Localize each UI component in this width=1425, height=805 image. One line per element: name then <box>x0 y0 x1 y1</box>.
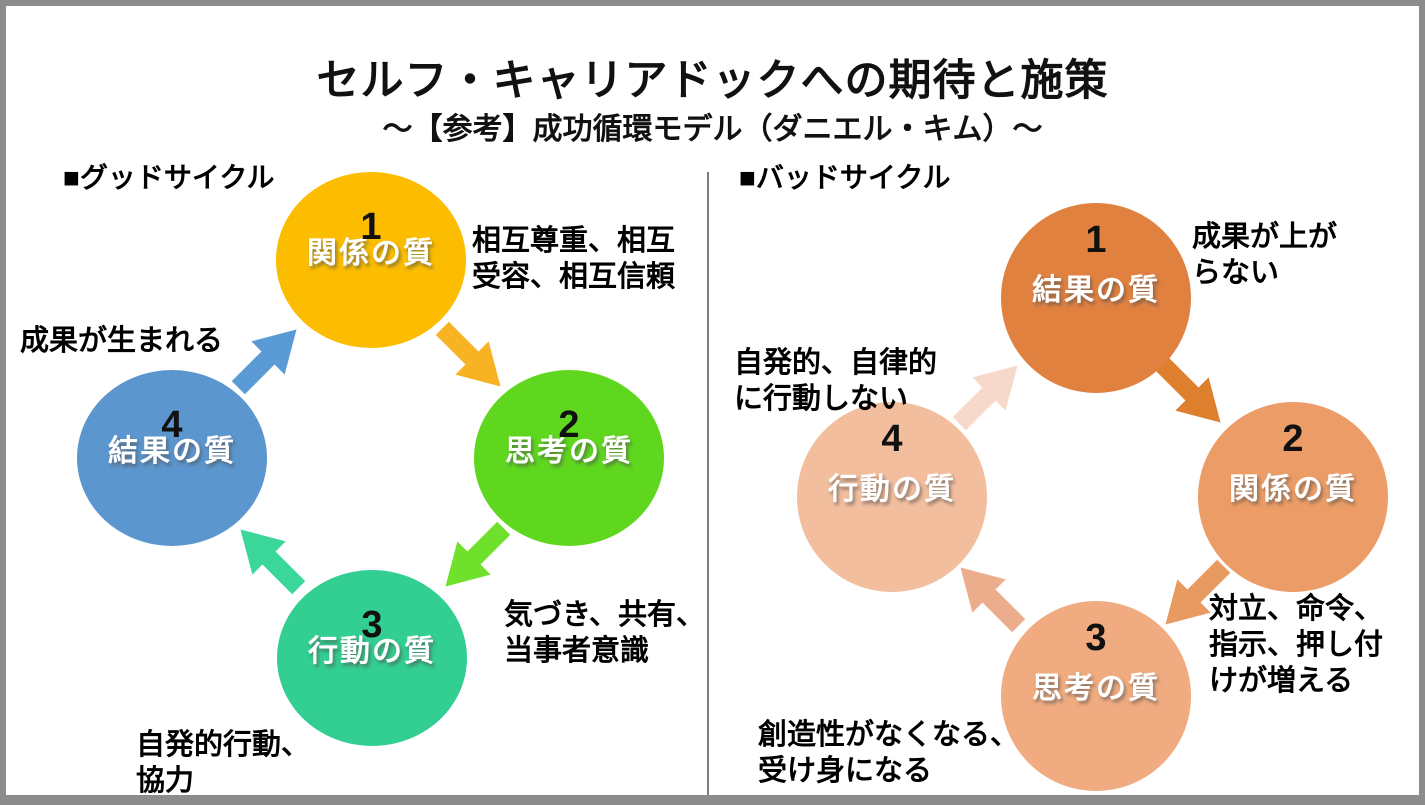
good-circle-result: 4 結果の質 <box>77 370 267 546</box>
circle-label: 思考の質 <box>505 435 633 468</box>
circle-number: 3 <box>361 604 383 646</box>
circle-number: 2 <box>558 404 580 446</box>
note-good-result: 成果が生まれる <box>20 325 224 357</box>
arrow-good-result-to-relation <box>231 329 297 395</box>
circle-label: 思考の質 <box>1032 672 1160 705</box>
note-bad-result: 成果が上が らない <box>1192 221 1338 289</box>
circle-number: 1 <box>360 206 382 248</box>
circle-label: 行動の質 <box>308 635 436 668</box>
circle-label: 結果の質 <box>108 435 236 468</box>
circle-number: 4 <box>161 404 183 446</box>
note-good-thinking: 気づき、共有、 当事者意識 <box>504 599 705 667</box>
section-divider <box>707 172 709 795</box>
circle-label: 関係の質 <box>1229 473 1357 506</box>
bad-circle-action: 4 行動の質 <box>797 402 987 592</box>
circle-label: 行動の質 <box>828 473 956 506</box>
page-title: セルフ・キャリアドックへの期待と施策 <box>316 57 1109 105</box>
circle-number: 4 <box>881 418 903 460</box>
note-bad-thinking: 創造性がなくなる、 受け身になる <box>758 719 1020 787</box>
note-bad-relation: 対立、命令、 指示、押し付 けが増える <box>1209 593 1384 697</box>
good-circle-action: 3 行動の質 <box>277 570 467 746</box>
good-cycle-header: ■グッドサイクル <box>63 162 275 193</box>
page-subtitle: ～【参考】成功循環モデル（ダニエル・キム）～ <box>382 113 1043 146</box>
circle-number: 3 <box>1085 617 1107 659</box>
bad-circle-thinking: 3 思考の質 <box>1001 601 1191 791</box>
note-bad-action: 自発的、自律的 に行動しない <box>734 347 938 415</box>
circle-label: 関係の質 <box>307 237 435 270</box>
arrow-good-action-to-result <box>240 529 306 595</box>
arrow-good-relation-to-thinking <box>435 321 501 387</box>
circle-label: 結果の質 <box>1032 274 1160 307</box>
good-circle-relation: 1 関係の質 <box>276 172 466 348</box>
arrow-bad-action-to-result <box>952 365 1018 431</box>
good-circle-thinking: 2 思考の質 <box>474 370 664 546</box>
arrow-bad-relation-to-thinking <box>1165 559 1231 625</box>
note-good-relation: 相互尊重、相互 受容、相互信頼 <box>472 225 676 293</box>
bad-circle-result: 1 結果の質 <box>1001 203 1191 393</box>
bad-circle-relation: 2 関係の質 <box>1198 402 1388 592</box>
arrow-good-thinking-to-action <box>445 521 511 587</box>
arrow-bad-result-to-relation <box>1155 357 1221 423</box>
circle-number: 1 <box>1085 219 1107 261</box>
note-good-action: 自発的行動、 協力 <box>136 729 311 797</box>
arrow-bad-thinking-to-action <box>960 567 1026 633</box>
circle-number: 2 <box>1282 418 1304 460</box>
bad-cycle-header: ■バッドサイクル <box>739 162 951 193</box>
